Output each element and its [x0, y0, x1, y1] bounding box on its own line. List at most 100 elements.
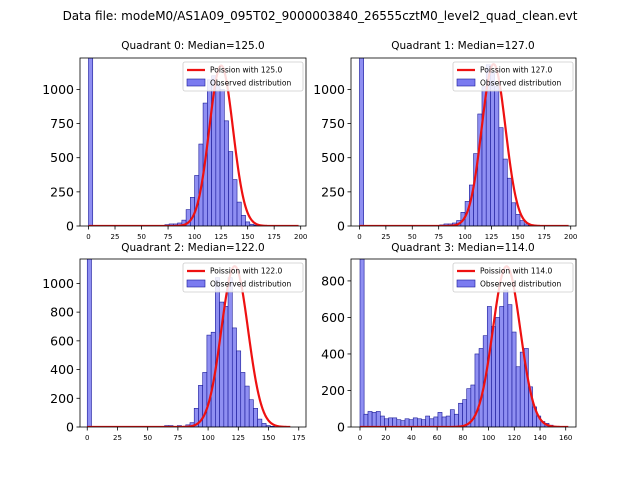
x-tick-label: 100	[482, 434, 495, 442]
y-tick-label: 0	[66, 219, 74, 234]
histogram-bar	[236, 350, 242, 427]
legend-bar-label: Observed distribution	[210, 280, 291, 289]
quadrant-3-title: Quadrant 3: Median=114.0	[391, 242, 534, 254]
x-tick-label: 125	[214, 233, 227, 241]
histogram-bar	[498, 127, 504, 226]
legend-bar-label: Observed distribution	[480, 280, 561, 289]
y-tick-label: 1000	[313, 82, 345, 97]
histogram-bar	[380, 415, 385, 427]
x-tick-label: 20	[381, 434, 390, 442]
y-tick-label: 800	[321, 273, 345, 288]
histogram-bar	[232, 179, 238, 226]
histogram-bar	[404, 418, 410, 427]
histogram-bar	[363, 413, 369, 427]
x-tick-label: 200	[564, 233, 577, 241]
x-tick-label: 60	[433, 434, 442, 442]
histogram-bar	[236, 201, 242, 226]
histogram-bar	[458, 402, 463, 427]
histogram-bar	[375, 411, 381, 427]
legend-box	[452, 61, 574, 92]
x-tick-label: 25	[113, 434, 122, 442]
quadrant-2-legend: Poission with 122.0 Observed distribution	[182, 262, 304, 293]
y-tick-label: 400	[321, 346, 345, 361]
histogram-bar	[392, 417, 398, 427]
histogram-bar	[507, 304, 513, 427]
legend-box	[182, 262, 304, 293]
legend-bar-label: Observed distribution	[210, 79, 291, 88]
x-tick-label: 100	[201, 434, 214, 442]
histogram-bar	[494, 86, 500, 226]
histogram-bar	[454, 413, 459, 427]
x-tick-label: 25	[111, 233, 120, 241]
histogram-bar	[441, 416, 447, 427]
legend-line-label: Poission with 114.0	[480, 267, 553, 276]
x-tick-label: 150	[262, 434, 275, 442]
histogram-bar	[227, 277, 233, 427]
histogram-bar	[207, 79, 212, 226]
histogram-bar	[219, 89, 225, 226]
histogram-bar	[240, 372, 246, 427]
histogram-bar	[433, 416, 439, 427]
legend-bar-label: Observed distribution	[480, 79, 561, 88]
x-tick-label: 175	[292, 434, 305, 442]
x-tick-label: 120	[508, 434, 521, 442]
histogram-bar	[244, 385, 250, 427]
histogram-bar	[253, 408, 258, 427]
y-tick-label: 0	[337, 420, 345, 435]
histogram-bar	[445, 415, 451, 427]
legend-bar-swatch	[456, 78, 476, 87]
legend-box	[182, 61, 304, 92]
x-tick-label: 0	[357, 233, 361, 241]
y-tick-label: 200	[321, 383, 345, 398]
y-tick-label: 750	[50, 116, 74, 131]
histogram-bar	[215, 83, 221, 226]
histogram-bar	[228, 151, 234, 226]
histogram-bar	[429, 418, 435, 427]
histogram-bar	[384, 418, 389, 427]
y-tick-label: 600	[321, 310, 345, 325]
histogram-bar	[515, 214, 521, 226]
histogram-bar	[462, 399, 468, 427]
quadrant-2-panel: Quadrant 2: Median=122.0 0 25 50 75 100 125 15…	[42, 242, 307, 442]
poisson-curve	[359, 63, 569, 226]
histogram-bar	[417, 418, 422, 427]
x-tick-label: 75	[173, 434, 182, 442]
histogram-bar	[359, 58, 364, 226]
histogram-bar	[437, 412, 443, 427]
quadrant-3-axes-frame	[350, 258, 577, 428]
histogram-bar	[257, 418, 263, 427]
x-tick-label: 50	[408, 233, 417, 241]
histogram-bar	[425, 415, 430, 427]
histogram-bar	[261, 423, 267, 427]
x-tick-label: 0	[86, 233, 90, 241]
x-tick-label: 40	[407, 434, 416, 442]
histogram-bar	[223, 306, 229, 427]
histogram-bar	[359, 259, 365, 427]
quadrant-0-title: Quadrant 0: Median=125.0	[121, 40, 264, 52]
x-tick-label: 125	[485, 233, 498, 241]
histogram-bar	[224, 120, 229, 226]
x-tick-label: 125	[232, 434, 245, 442]
histogram-bar	[206, 334, 212, 427]
y-tick-label: 400	[50, 362, 74, 377]
legend-line-label: Poission with 122.0	[210, 267, 283, 276]
poisson-curve	[360, 265, 569, 427]
histogram-bar	[245, 221, 251, 226]
quadrant-1-plot-area	[359, 58, 569, 226]
histogram-bar	[367, 411, 373, 427]
x-tick-label: 150	[511, 233, 524, 241]
x-tick-label: 75	[164, 233, 173, 241]
quadrant-2-axes-frame	[79, 258, 307, 428]
x-tick-label: 140	[533, 434, 546, 442]
quadrant-1-axes-frame	[350, 57, 577, 227]
histogram-bar	[231, 327, 237, 427]
legend-box	[452, 262, 574, 293]
histogram-bar	[503, 289, 509, 427]
x-tick-label: 175	[267, 233, 280, 241]
y-tick-label: 0	[337, 219, 345, 234]
legend-line-label: Poission with 125.0	[210, 66, 283, 75]
y-tick-label: 1000	[42, 276, 74, 291]
histogram-bar	[240, 215, 246, 226]
y-tick-label: 250	[50, 184, 74, 199]
quadrant-3-panel: Quadrant 3: Median=114.0 0 20 40 60 80 100 120…	[321, 242, 577, 442]
